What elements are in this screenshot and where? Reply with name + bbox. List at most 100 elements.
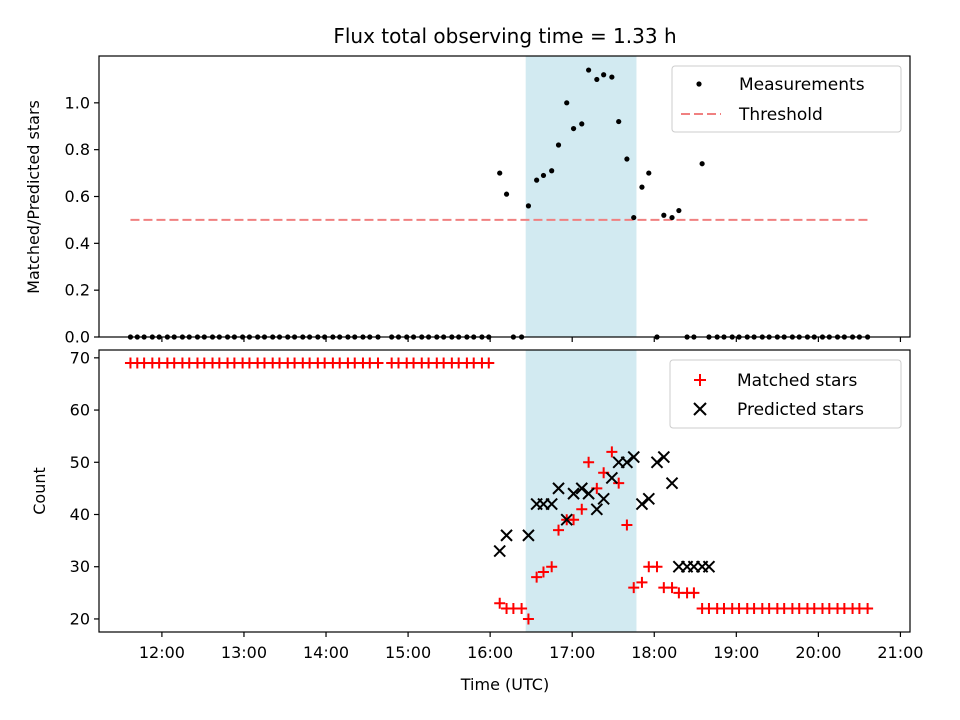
top-panel: 0.0 0.2 0.4 0.6 0.8 1.0 Matched/Predicted sta… xyxy=(24,55,911,347)
y-tick-label: 70 xyxy=(70,348,90,367)
measurement-point xyxy=(579,121,585,127)
matched-star-point xyxy=(651,561,663,573)
measurement-point xyxy=(540,172,547,179)
measurement-point xyxy=(639,184,645,190)
predicted-star-point xyxy=(627,450,640,464)
matched-legend-marker xyxy=(694,374,706,386)
legend-measurements: Measurements xyxy=(739,75,865,95)
matched-star-point xyxy=(583,456,595,468)
legend-threshold: Threshold xyxy=(738,105,823,125)
predicted-legend-marker xyxy=(693,402,707,416)
predicted-star-point xyxy=(545,497,558,511)
bottom-y-ticks: 20 30 40 50 60 70 xyxy=(70,348,99,628)
measurement-point xyxy=(586,67,592,73)
y-tick-label: 0.8 xyxy=(65,140,90,159)
measurement-point xyxy=(549,168,555,174)
measurement-point xyxy=(661,212,667,218)
x-tick-label: 14:00 xyxy=(303,643,349,662)
matched-star-point xyxy=(862,603,874,614)
predicted-star-point xyxy=(650,456,664,469)
measurement-point xyxy=(624,156,630,162)
top-legend: Measurements Threshold xyxy=(671,65,902,133)
legend-matched-stars: Matched stars xyxy=(737,371,857,391)
measurement-point xyxy=(564,100,570,106)
matched-star-point xyxy=(613,477,625,489)
x-tick-label: 13:00 xyxy=(221,643,267,662)
matched-star-point xyxy=(666,582,678,594)
predicted-star-point xyxy=(522,529,535,542)
predicted-star-point xyxy=(560,513,573,526)
matched-star-point xyxy=(516,603,528,614)
bottom-shaded-span xyxy=(525,350,637,632)
predicted-star-point xyxy=(642,492,655,506)
top-legend-box xyxy=(671,65,902,133)
matched-star-point xyxy=(494,597,506,609)
legend-predicted-stars: Predicted stars xyxy=(737,400,864,420)
predicted-star-point xyxy=(605,471,619,485)
matched-star-point xyxy=(553,524,565,536)
matched-star-point xyxy=(372,357,384,369)
matched-star-point xyxy=(531,571,543,583)
bottom-legend-box xyxy=(669,359,902,429)
measurement-point xyxy=(616,118,622,125)
predicted-star-point xyxy=(582,487,595,500)
matched-star-point xyxy=(537,566,549,578)
y-tick-label: 60 xyxy=(70,401,90,420)
y-tick-label: 0.6 xyxy=(65,187,90,206)
predicted-star-point xyxy=(493,544,506,558)
y-tick-label: 40 xyxy=(70,505,90,524)
top-y-axis-title: Matched/Predicted stars xyxy=(24,100,43,294)
bottom-y-axis-title: Count xyxy=(30,467,49,515)
bottom-x-ticks: 12:00 13:00 14:00 15:00 16:00 17:00 18:00 19:00… xyxy=(139,632,923,662)
predicted-star-point xyxy=(590,503,604,516)
predicted-star-point xyxy=(657,450,671,464)
measurement-point xyxy=(609,74,615,80)
predicted-star-point xyxy=(552,482,565,495)
y-tick-label: 50 xyxy=(70,453,90,472)
predicted-star-point xyxy=(567,487,580,500)
top-y-ticks: 0.0 0.2 0.4 0.6 0.8 1.0 xyxy=(65,93,99,347)
x-tick-label: 18:00 xyxy=(631,643,677,662)
matched-star-point xyxy=(522,613,534,625)
measurement-point xyxy=(555,142,562,148)
top-shaded-span xyxy=(525,56,637,337)
predicted-star-point xyxy=(665,476,679,490)
measurement-point xyxy=(669,214,675,221)
matched-star-point xyxy=(636,576,648,588)
matched-star-point xyxy=(546,561,558,573)
matched-star-point xyxy=(483,357,495,369)
x-tick-label: 17:00 xyxy=(549,643,595,662)
measurement-point xyxy=(525,203,532,209)
measurement-point xyxy=(534,177,540,183)
measurements-legend-marker xyxy=(696,81,702,87)
measurement-point xyxy=(497,170,503,176)
chart-title: Flux total observing time = 1.33 h xyxy=(333,24,676,48)
matched-star-point xyxy=(688,587,700,599)
matched-star-point xyxy=(606,446,618,458)
predicted-star-point xyxy=(702,560,716,573)
x-axis-title: Time (UTC) xyxy=(460,675,549,694)
measurement-point xyxy=(646,170,652,176)
y-tick-label: 0.4 xyxy=(65,234,90,253)
bottom-panel: 20 30 40 50 60 70 12:00 13:00 14:00 15:00 16:00 17… xyxy=(30,348,923,694)
predicted-star-point xyxy=(500,529,513,542)
x-tick-label: 12:00 xyxy=(139,643,185,662)
measurement-point xyxy=(601,72,607,78)
predicted-star-points xyxy=(493,450,716,573)
x-tick-label: 19:00 xyxy=(713,643,759,662)
x-tick-label: 20:00 xyxy=(795,643,841,662)
x-tick-label: 21:00 xyxy=(877,643,923,662)
y-tick-label: 0.2 xyxy=(65,281,90,300)
predicted-star-point xyxy=(635,497,649,511)
x-tick-label: 15:00 xyxy=(385,643,431,662)
matched-star-point xyxy=(621,519,633,531)
y-tick-label: 1.0 xyxy=(65,93,90,112)
matched-star-point xyxy=(628,582,640,594)
predicted-star-point xyxy=(575,482,588,495)
top-x-ticks xyxy=(161,337,902,342)
x-tick-label: 16:00 xyxy=(467,643,513,662)
matched-star-point xyxy=(576,503,588,515)
bottom-axes-frame xyxy=(98,349,911,633)
y-tick-label: 30 xyxy=(70,557,90,576)
